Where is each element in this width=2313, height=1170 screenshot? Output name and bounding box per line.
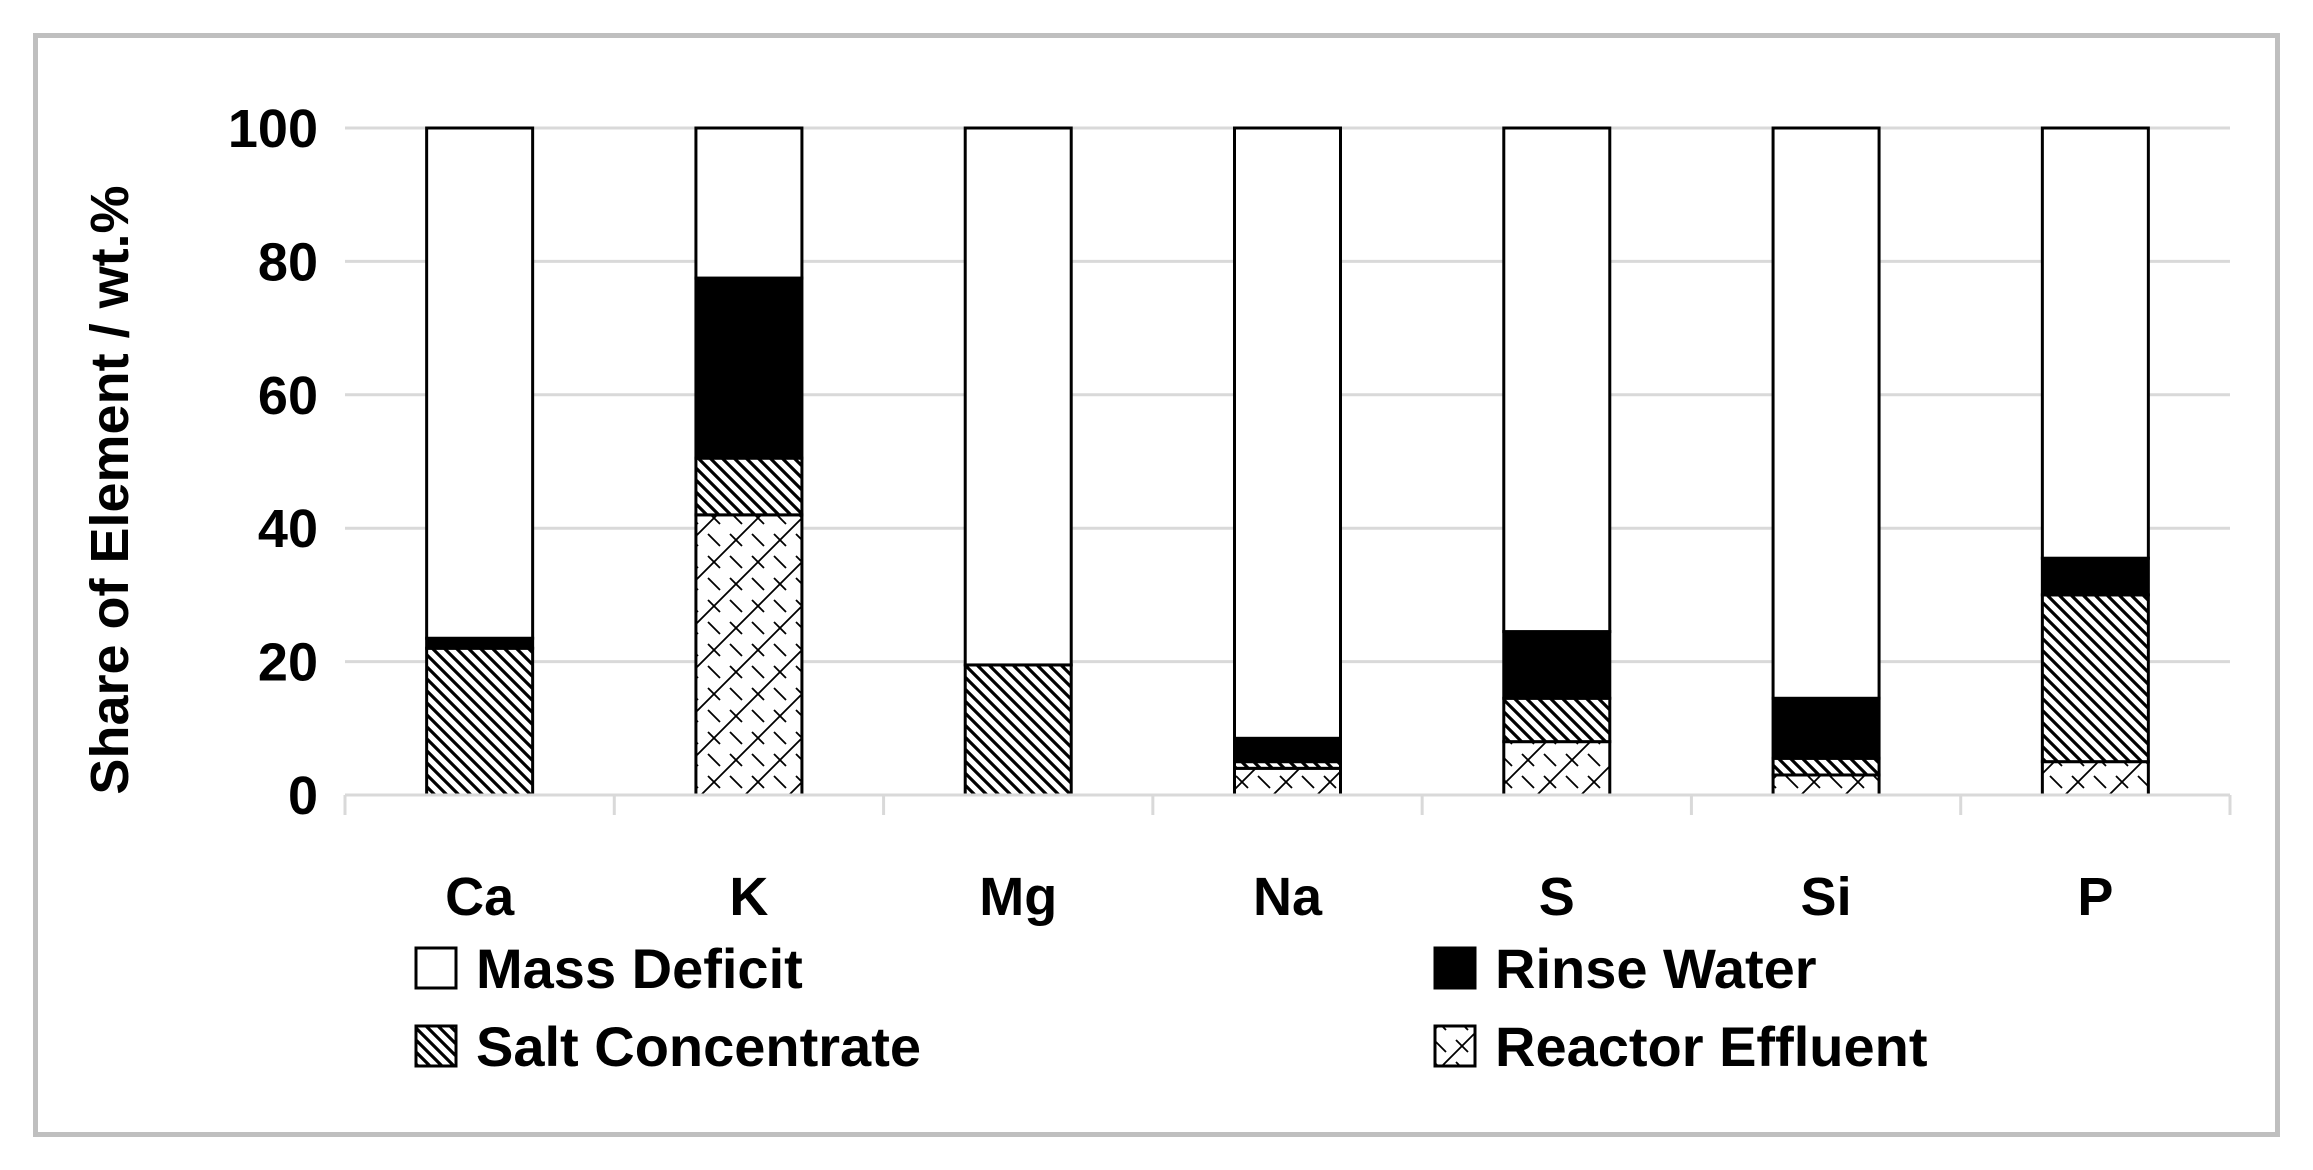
bar-na-mass-deficit <box>1233 126 1342 740</box>
bar-mg-mass-deficit <box>963 126 1073 667</box>
x-tick-label-s: S <box>1539 867 1575 927</box>
legend-swatch-mass-deficit <box>414 946 458 990</box>
bar-k-salt-concentrate <box>694 456 804 517</box>
y-tick-label-0: 0 <box>288 766 318 826</box>
bar-si-reactor-effluent <box>1771 773 1881 797</box>
bar-mg-salt-concentrate <box>963 663 1073 797</box>
x-tick-label-p: P <box>2077 867 2113 927</box>
x-tick-label-k: K <box>729 867 768 927</box>
bar-si-salt-concentrate <box>1771 756 1881 777</box>
y-tick-label-100: 100 <box>228 99 318 159</box>
bar-p-reactor-effluent <box>2040 760 2150 797</box>
legend-swatch-rinse-water <box>1433 946 1477 990</box>
x-tick-label-si: Si <box>1801 867 1852 927</box>
bar-k-reactor-effluent <box>694 513 804 797</box>
bar-si-mass-deficit <box>1771 126 1881 700</box>
legend-swatch-salt-concentrate <box>414 1024 458 1068</box>
legend-label-reactor-effluent: Reactor Effluent <box>1495 1015 1928 1078</box>
y-tick-label-80: 80 <box>258 232 318 292</box>
y-tick-label-20: 20 <box>258 633 318 693</box>
bar-p-salt-concentrate <box>2040 593 2150 764</box>
bar-s-reactor-effluent <box>1502 740 1612 797</box>
legend-swatch-reactor-effluent <box>1433 1024 1477 1068</box>
x-tick-label-mg: Mg <box>979 867 1057 927</box>
chart-frame <box>33 33 2280 1137</box>
bar-k-mass-deficit <box>694 126 804 280</box>
y-tick-label-40: 40 <box>258 499 318 559</box>
bar-s-rinse-water <box>1502 630 1612 700</box>
x-tick-label-na: Na <box>1253 867 1323 927</box>
bar-k-rinse-water <box>694 276 804 460</box>
bar-na-rinse-water <box>1233 736 1342 764</box>
y-tick-label-60: 60 <box>258 366 318 426</box>
legend-label-rinse-water: Rinse Water <box>1495 937 1817 1000</box>
bar-p-mass-deficit <box>2040 126 2150 560</box>
bar-ca-salt-concentrate <box>425 646 535 797</box>
y-axis-title: Share of Element / wt.% <box>80 185 140 794</box>
legend-label-salt-concentrate: Salt Concentrate <box>476 1015 921 1078</box>
bar-si-rinse-water <box>1771 696 1881 760</box>
bar-na-reactor-effluent <box>1233 766 1342 797</box>
bar-ca-rinse-water <box>425 636 535 650</box>
x-tick-label-ca: Ca <box>445 867 515 927</box>
bar-s-mass-deficit <box>1502 126 1612 634</box>
bar-ca-mass-deficit <box>425 126 535 640</box>
bar-s-salt-concentrate <box>1502 696 1612 744</box>
bar-p-rinse-water <box>2040 556 2150 597</box>
legend-label-mass-deficit: Mass Deficit <box>476 937 803 1000</box>
